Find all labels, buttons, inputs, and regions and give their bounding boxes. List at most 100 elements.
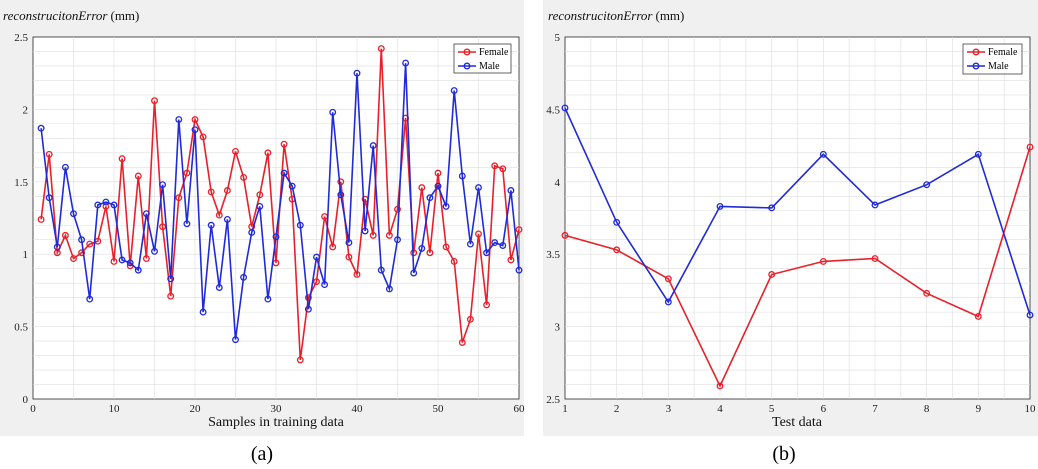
series-male-point <box>61 163 69 171</box>
series-male-point <box>466 240 474 248</box>
series-female-point <box>716 382 724 390</box>
series-male-point <box>394 236 401 244</box>
series-female-point <box>134 172 142 180</box>
series-male-point <box>45 194 53 202</box>
series-male-point <box>1026 311 1034 319</box>
series-male-point <box>304 305 312 313</box>
y-tick-label: 3.5 <box>546 249 560 261</box>
legend-a-female-label: Female <box>479 47 509 58</box>
y-tick-label: 2 <box>23 104 29 116</box>
series-male-point <box>337 191 345 199</box>
series-female-point <box>369 231 377 239</box>
y-tick-label: 2.5 <box>14 32 28 44</box>
x-tick-label: 60 <box>514 403 526 415</box>
series-male-point <box>78 236 86 244</box>
panel-b: 1 2 3 4 5 6 7 8 9 10 2.5 3 3.5 4 4.5 5 reconstrucitonEr… <box>543 0 1038 436</box>
x-tick-label: 10 <box>1025 403 1037 415</box>
panel-a-title: reconstrucitonError (mm) <box>3 8 139 23</box>
series-male-point <box>426 194 434 202</box>
series-male-point <box>167 275 175 283</box>
series-male-point <box>288 182 296 190</box>
series-male-point <box>507 187 515 194</box>
series-female-point <box>159 223 167 231</box>
y-tick-label: 3 <box>555 322 561 334</box>
series-female-point <box>974 313 982 320</box>
y-tick-label: 4 <box>555 177 561 189</box>
series-male-point <box>126 259 134 267</box>
series-male-point <box>385 285 393 293</box>
series-female-point <box>240 174 248 181</box>
series-female-point <box>296 356 304 364</box>
series-female-point <box>207 188 215 196</box>
series-female-point <box>561 231 569 239</box>
series-male-point <box>491 239 499 247</box>
series-female-point <box>768 271 776 278</box>
y-tick-label: 1 <box>23 249 29 261</box>
series-male-point <box>199 308 207 316</box>
panel-a: 0 10 20 30 40 50 60 0 0.5 1 1.5 2 2.5 reconstruciton… <box>0 0 525 436</box>
caption-a: (a) <box>251 443 273 465</box>
panel-b-legend-box <box>962 43 1023 75</box>
x-tick-label: 10 <box>109 403 121 415</box>
panel-b-ticks: 1 2 3 4 5 6 7 8 9 10 2.5 3 3.5 4 4.5 5 <box>546 32 1036 415</box>
x-tick-label: 6 <box>821 403 827 415</box>
series-male-point <box>313 253 320 261</box>
series-male-point <box>819 150 827 158</box>
series-male-point <box>191 126 199 134</box>
series-female-point <box>613 246 621 254</box>
series-female-point <box>377 45 385 53</box>
series-male-point <box>215 284 223 291</box>
series-male-point <box>613 218 621 226</box>
series-male-point <box>377 266 385 274</box>
series-female-point <box>223 187 231 194</box>
x-tick-label: 7 <box>872 403 878 415</box>
series-male-line <box>564 107 1031 316</box>
legend-b-female-label: Female <box>988 47 1018 58</box>
series-male-point <box>118 256 126 264</box>
panel-b-xlabel: Test data <box>772 415 823 430</box>
series-female-point <box>491 162 499 170</box>
series-male-point <box>110 201 118 209</box>
series-female-point <box>426 249 434 257</box>
x-tick-label: 2 <box>614 403 620 415</box>
x-tick-label: 4 <box>717 403 723 415</box>
y-tick-label: 0.5 <box>14 322 28 334</box>
series-female-point <box>466 315 474 323</box>
series-male-point <box>70 210 77 218</box>
series-male-point <box>418 244 426 252</box>
y-tick-label: 0 <box>23 394 29 406</box>
series-male-point <box>248 229 256 236</box>
series-female-point <box>183 169 191 177</box>
series-male-line <box>40 63 520 340</box>
caption-b: (b) <box>772 443 795 465</box>
series-female-point <box>280 140 288 148</box>
series-female-point <box>923 289 931 297</box>
series-female-point <box>442 243 450 251</box>
legend-a-male-label: Male <box>479 61 500 72</box>
series-male-point <box>434 182 442 190</box>
series-male-point <box>402 59 410 67</box>
series-female-point <box>313 278 320 286</box>
series-male-point <box>345 239 353 247</box>
series-female-point <box>475 230 482 238</box>
series-female-point <box>418 184 426 192</box>
series-female-point <box>78 249 86 257</box>
panel-a-legend: Female Male <box>453 43 512 74</box>
series-male-point <box>716 202 724 210</box>
series-male-point <box>768 204 776 212</box>
series-male-point <box>974 150 982 158</box>
series-female-point <box>385 231 393 239</box>
series-female-point <box>345 253 353 261</box>
panel-a-ticks: 0 10 20 30 40 50 60 0 0.5 1 1.5 2 2.5 <box>14 32 525 415</box>
series-male-point <box>264 295 272 303</box>
series-female-point <box>37 215 45 223</box>
x-tick-label: 3 <box>666 403 672 415</box>
series-female-point <box>110 257 118 265</box>
series-male-point <box>223 215 231 223</box>
series-female-line <box>564 146 1031 388</box>
series-male-point <box>232 336 239 344</box>
x-tick-label: 40 <box>352 403 364 415</box>
series-female-point <box>329 243 337 251</box>
panel-a-legend-box <box>453 43 512 74</box>
